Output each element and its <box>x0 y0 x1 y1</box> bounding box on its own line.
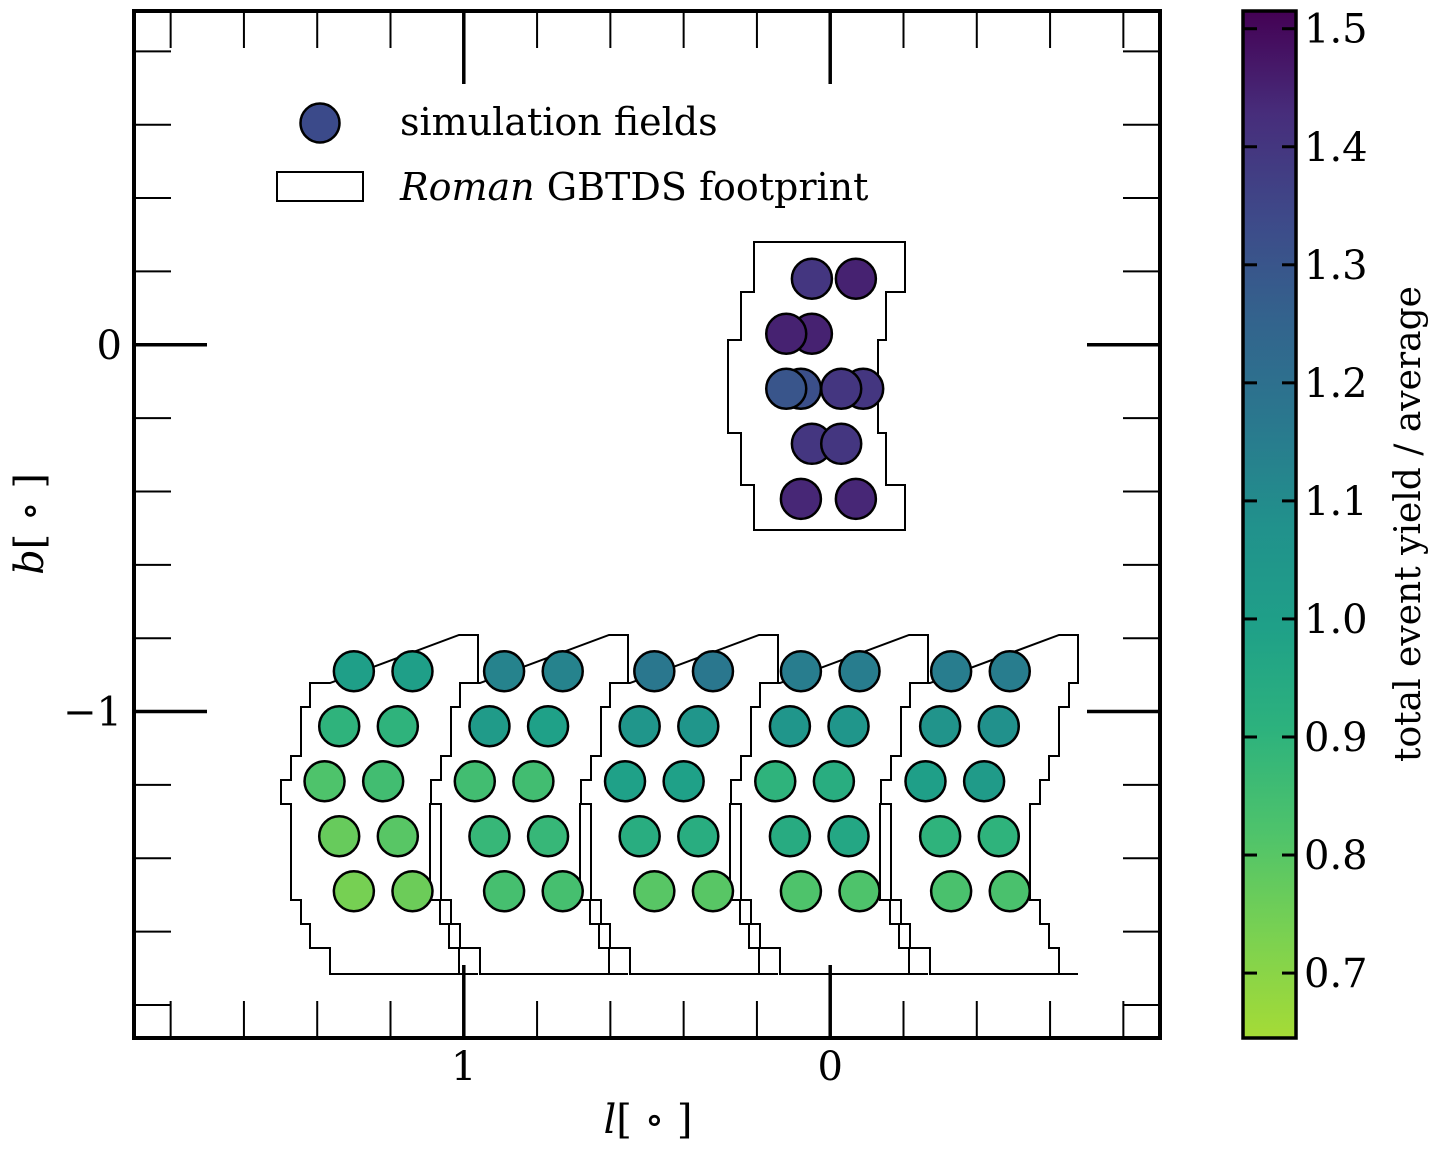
simulation-field-point <box>691 649 735 693</box>
y-axis-label: b[ ∘ ] <box>7 473 53 575</box>
simulation-field-point <box>541 649 584 693</box>
simulation-field-point <box>603 760 647 803</box>
simulation-field-point <box>317 815 361 858</box>
simulation-field-point <box>819 367 863 411</box>
simulation-field-point <box>332 870 376 913</box>
colorbar-label: total event yield / average <box>1388 286 1429 762</box>
gbtds-footprint-outlines <box>280 241 1079 975</box>
simulation-field-point <box>962 760 1006 803</box>
simulation-field-point <box>977 704 1021 748</box>
colorbar-tick-label: 0.8 <box>1304 833 1368 879</box>
simulation-field-point <box>468 815 511 858</box>
simulation-field-markers <box>303 257 1032 913</box>
simulation-field-point <box>779 477 823 521</box>
simulation-field-point <box>391 649 434 693</box>
simulation-field-point <box>988 870 1032 913</box>
simulation-field-point <box>662 760 705 803</box>
simulation-field-point <box>812 760 856 803</box>
simulation-field-point <box>827 704 870 748</box>
simulation-field-point <box>764 367 808 411</box>
tick-labels: 1 0 0 −1 <box>63 323 843 1090</box>
simulation-field-point <box>317 704 361 748</box>
plot-frame <box>132 9 1162 1040</box>
simulation-field-point <box>754 760 797 803</box>
simulation-field-point <box>512 760 555 803</box>
simulation-field-point <box>977 815 1021 858</box>
simulation-field-point <box>779 649 823 693</box>
simulation-field-point <box>929 870 973 913</box>
simulation-field-point <box>929 649 973 693</box>
legend-marker-icon <box>299 102 341 144</box>
x-tick-label: 0 <box>817 1044 842 1090</box>
major-ticks <box>134 11 1160 1038</box>
colorbar <box>1241 9 1298 1040</box>
colorbar-tick-label: 1.0 <box>1304 597 1368 643</box>
minor-ticks <box>134 11 1160 1038</box>
simulation-field-point <box>303 760 346 803</box>
simulation-field-point <box>918 815 962 858</box>
colorbar-ticks: 0.7 0.8 0.9 1.0 1.1 1.2 1.3 1.4 1.5 <box>1243 7 1368 997</box>
simulation-field-point <box>819 422 863 466</box>
colorbar-tick-label: 1.2 <box>1304 361 1368 407</box>
simulation-field-point <box>526 704 570 748</box>
simulation-field-point <box>376 704 420 748</box>
simulation-field-point <box>633 870 676 913</box>
simulation-field-point <box>677 815 720 858</box>
simulation-field-point <box>376 815 420 858</box>
simulation-field-point <box>541 870 584 913</box>
simulation-field-point <box>526 815 570 858</box>
simulation-field-point <box>768 704 812 748</box>
legend-label-footprint: Roman GBTDS footprint <box>399 165 868 209</box>
simulation-field-point <box>790 257 834 301</box>
simulation-field-point <box>453 760 497 803</box>
colorbar-tick-label: 1.1 <box>1304 479 1368 525</box>
simulation-field-point <box>482 870 526 913</box>
simulation-field-point <box>361 760 405 803</box>
colorbar-tick-label: 1.3 <box>1304 243 1368 289</box>
y-tick-label: 0 <box>97 323 122 369</box>
simulation-field-point <box>779 870 823 913</box>
colorbar-tick-label: 0.9 <box>1304 715 1368 761</box>
simulation-field-point <box>618 815 661 858</box>
simulation-field-point <box>918 704 962 748</box>
y-tick-label: −1 <box>63 690 122 736</box>
footprint-tile-5 <box>880 634 1079 975</box>
colorbar-tick-label: 0.7 <box>1304 951 1368 997</box>
simulation-field-point <box>838 870 881 913</box>
simulation-field-point <box>764 312 808 356</box>
simulation-field-point <box>633 649 676 693</box>
simulation-field-point <box>677 704 720 748</box>
simulation-field-point <box>482 649 526 693</box>
simulation-field-point <box>468 704 511 748</box>
x-tick-label: 1 <box>451 1044 476 1090</box>
simulation-field-point <box>332 649 376 693</box>
simulation-field-point <box>768 815 812 858</box>
simulation-field-point <box>838 649 881 693</box>
simulation-field-point <box>904 760 947 803</box>
colorbar-tick-label: 1.4 <box>1304 125 1368 171</box>
simulation-field-point <box>391 870 434 913</box>
legend-label-simulation-fields: simulation fields <box>400 100 718 144</box>
simulation-field-point <box>827 815 870 858</box>
simulation-field-point <box>618 704 661 748</box>
colorbar-tick-label: 1.5 <box>1304 7 1368 53</box>
legend-footprint-swatch <box>276 171 364 202</box>
simulation-field-point <box>834 257 878 301</box>
simulation-field-point <box>988 649 1032 693</box>
simulation-field-point <box>691 870 735 913</box>
x-axis-label: l[ ∘ ] <box>603 1097 692 1143</box>
legend: simulation fields Roman GBTDS footprint <box>276 100 868 209</box>
simulation-field-point <box>834 477 878 521</box>
